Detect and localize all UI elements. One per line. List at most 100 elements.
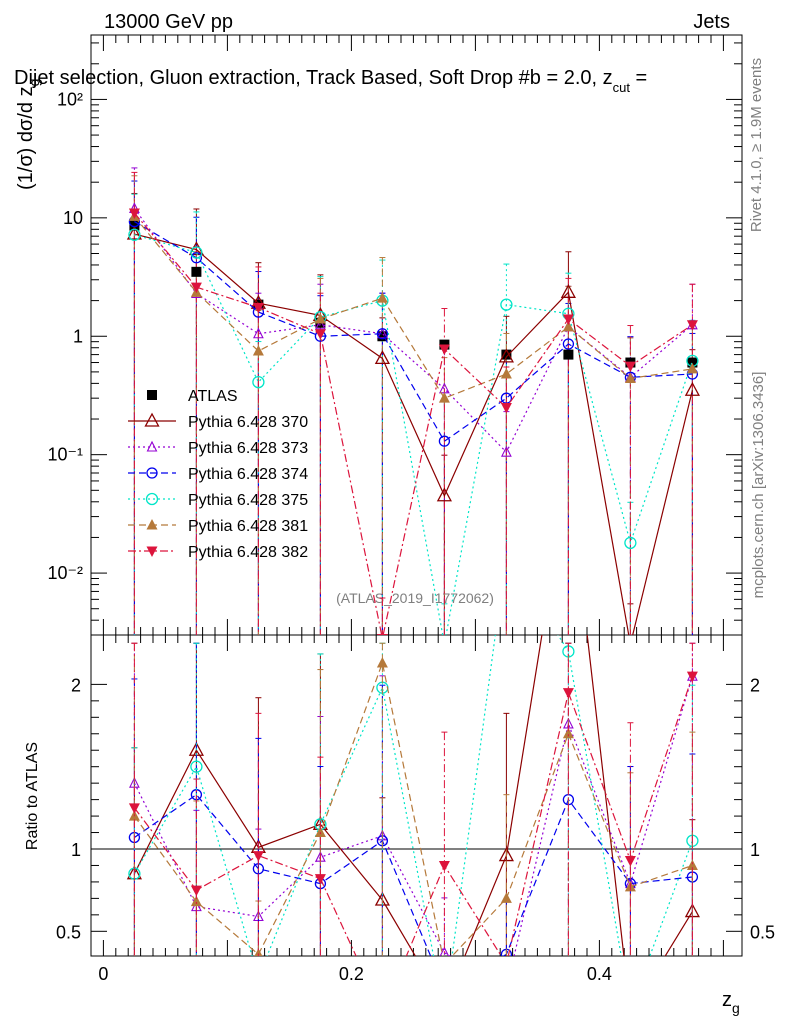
legend-item: Pythia 6.428 373 [128,440,308,457]
legend-label: Pythia 6.428 373 [188,440,308,457]
ratio-error-bars-5 [131,642,696,956]
data-point [438,344,450,356]
legend-marker [144,412,160,427]
ratio-data-point [376,656,388,668]
y-tick-label: 10² [57,89,83,109]
ratio-series-line [134,793,693,956]
data-point [686,320,698,331]
legend-item: Pythia 6.428 374 [128,466,308,483]
legend-item: Pythia 6.428 375 [128,492,308,509]
data-point [562,320,574,332]
ratio-series-3 [128,635,699,1019]
ratio-series-4 [128,656,698,956]
ratio-y-tick-label: 0.5 [56,922,81,942]
data-point [498,348,514,363]
data-point [314,312,326,324]
ratio-series-5 [128,671,698,1020]
ratio-data-point [439,1008,450,1019]
plot-title: Dijet selection, Gluon extraction, Track… [14,67,647,95]
error-bars-3 [131,180,696,635]
ratio-data-point [314,874,326,885]
data-point [374,350,390,365]
series-3 [128,215,699,447]
legend-marker [145,492,159,506]
data-point [501,445,512,457]
ratio-data-point [252,851,264,862]
x-tick-label: 0.2 [339,964,364,984]
rivet-version-label: Rivet 4.1.0, ≥ 1.9M events [748,58,765,232]
x-axis-label-sub: g [732,1000,740,1016]
data-point [562,338,575,350]
ratio-data-point [562,727,574,739]
data-point [686,362,698,374]
ratio-data-point [190,895,202,907]
ratio-data-point [439,984,449,994]
ratio-data-point [624,1006,637,1018]
ratio-error-bars-1 [131,642,696,956]
data-point [624,372,636,383]
x-tick-label: 0.4 [587,964,612,984]
data-point [624,637,637,649]
data-point [191,266,202,277]
legend-label: ATLAS [188,388,238,405]
analysis-watermark: (ATLAS_2019_I1772062) [336,590,494,606]
legend-label: Pythia 6.428 374 [188,466,308,483]
ratio-series-line [133,660,693,956]
ratio-data-point [625,1003,636,1014]
y-tick-label: 1 [73,326,83,346]
ratio-y-tick-label: 1 [71,840,81,860]
y-tick-label: 10 [63,208,83,228]
y-axis-label-main: (1/σ) dσ/d z [15,86,37,190]
data-point [687,357,698,368]
ratio-data-point [438,998,451,1010]
ratio-data-point [500,892,512,903]
ratio-data-point [624,856,636,867]
ratio-plot-frame [90,634,743,957]
error-bars-5 [131,175,696,635]
ratio-y-tick-label-right: 2 [750,675,760,695]
ratio-y-tick-label: 2 [71,675,81,695]
ratio-data-point [377,1009,388,1020]
data-point [377,331,388,342]
legend-marker [147,390,157,400]
series-1 [126,225,700,649]
ratio-data-point [128,803,140,814]
plot-title-tail: = [630,67,647,89]
data-point [500,368,512,379]
ratio-data-point [190,885,202,897]
energy-label: 13000 GeV pp [104,11,233,33]
series-line [134,233,693,635]
y-tick-label: 10⁻¹ [47,445,83,465]
ratio-error-bars-0 [131,642,696,956]
data-point [315,318,326,330]
legend-label: Pythia 6.428 375 [188,492,308,509]
ratio-y-tick-label-right: 0.5 [750,922,775,942]
data-point [560,283,576,298]
x-axis-label-main: z [722,989,732,1011]
legend-item: ATLAS [147,388,238,405]
legend-marker [146,519,158,530]
plot-title-sub: cut [613,80,631,95]
y-tick-label: 10⁻² [47,563,83,583]
data-point [438,392,450,403]
main-axes: 10⁻² 10⁻¹ 1 10 10² [47,35,742,636]
ratio-data-point [254,948,263,956]
ratio-series-line [133,675,693,956]
series-line [133,215,693,399]
ratio-series-line [133,635,693,956]
category-label: Jets [693,11,730,33]
ratio-series-2 [128,789,699,994]
ratio-data-point [439,946,450,956]
series-line [133,212,693,635]
error-bars-2 [131,167,696,635]
legend-label: Pythia 6.428 370 [188,414,308,431]
data-point [436,487,452,502]
data-point [500,403,512,414]
data-point [438,435,451,447]
ratio-plot-data [126,635,700,1020]
legend: ATLAS Pythia 6.428 370 Pythia 6.428 373 Pyt… [128,388,308,561]
ratio-data-point [686,859,698,870]
ratio-series-line [133,635,693,956]
data-point [190,282,202,294]
